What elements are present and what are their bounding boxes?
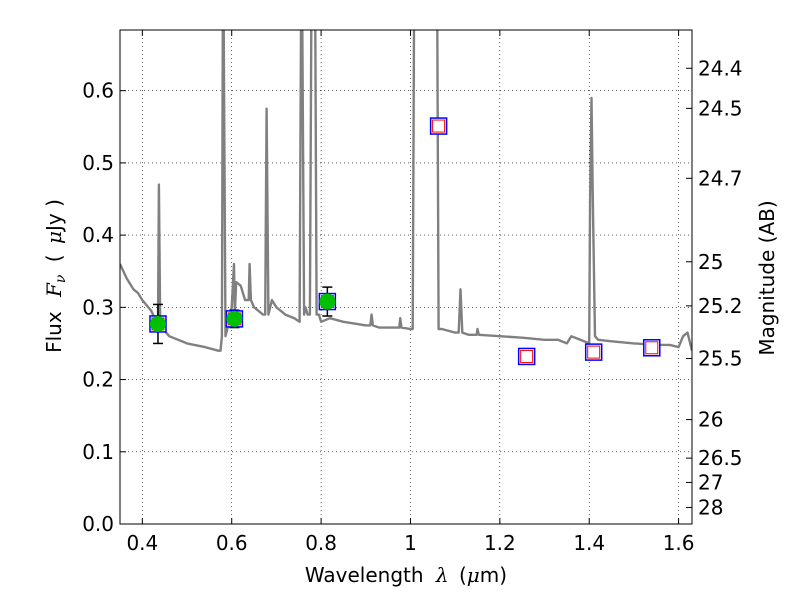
model-photometry-inner bbox=[520, 349, 534, 363]
x-tick-label: 0.8 bbox=[305, 531, 337, 555]
mag-tick-label: 27 bbox=[698, 470, 723, 494]
observed-point bbox=[319, 293, 336, 310]
x-tick-label: 1.6 bbox=[663, 531, 695, 555]
model-photometry-inner bbox=[587, 345, 601, 359]
model-photometry-inner bbox=[432, 119, 446, 133]
mag-tick-label: 24.7 bbox=[698, 166, 743, 190]
mag-tick-label: 26.5 bbox=[698, 446, 743, 470]
sed-model-line bbox=[120, 30, 692, 352]
mag-tick-label: 25.2 bbox=[698, 294, 743, 318]
x-tick-label: 0.4 bbox=[126, 531, 158, 555]
x-tick-label: 1 bbox=[404, 531, 417, 555]
model-photometry-box bbox=[584, 343, 603, 361]
y-tick-label: 0.2 bbox=[82, 368, 114, 392]
mag-tick-label: 26 bbox=[698, 408, 723, 432]
observed-point bbox=[226, 310, 243, 327]
x-axis-label: Wavelength λ (μm) bbox=[305, 563, 507, 587]
model-photometry-inner bbox=[645, 341, 659, 355]
y2-axis-label: Magnitude (AB) bbox=[755, 200, 779, 355]
y-tick-label: 0.5 bbox=[82, 151, 114, 175]
model-photometry-box bbox=[429, 117, 448, 135]
x-tick-label: 1.4 bbox=[573, 531, 605, 555]
y-tick-label: 0.4 bbox=[82, 223, 114, 247]
mag-tick-label: 28 bbox=[698, 495, 723, 519]
observed-point bbox=[149, 315, 166, 332]
y-tick-label: 0.0 bbox=[82, 512, 114, 536]
axis-ticks: 0.4 0.6 0.8 1 1.2 1.4 1.6 0.0 0.1 0.2 0.3 0.4 0.5 0.6… bbox=[82, 30, 743, 555]
x-tick-label: 0.6 bbox=[216, 531, 248, 555]
plot-data bbox=[120, 30, 692, 366]
mag-tick-label: 24.4 bbox=[698, 56, 743, 80]
x-tick-label: 1.2 bbox=[484, 531, 516, 555]
plot-frame bbox=[119, 29, 693, 525]
mag-tick-label: 25 bbox=[698, 250, 723, 274]
y-axis-label: Flux Fν ( μJy ) bbox=[42, 199, 70, 353]
y-tick-label: 0.6 bbox=[82, 79, 114, 103]
mag-tick-label: 24.5 bbox=[698, 96, 743, 120]
mag-tick-label: 25.5 bbox=[698, 347, 743, 371]
model-photometry-box bbox=[517, 347, 536, 366]
gridlines bbox=[120, 30, 692, 525]
y-tick-label: 0.3 bbox=[82, 295, 114, 319]
y-tick-label: 0.1 bbox=[82, 440, 114, 464]
model-photometry-box bbox=[643, 339, 661, 357]
